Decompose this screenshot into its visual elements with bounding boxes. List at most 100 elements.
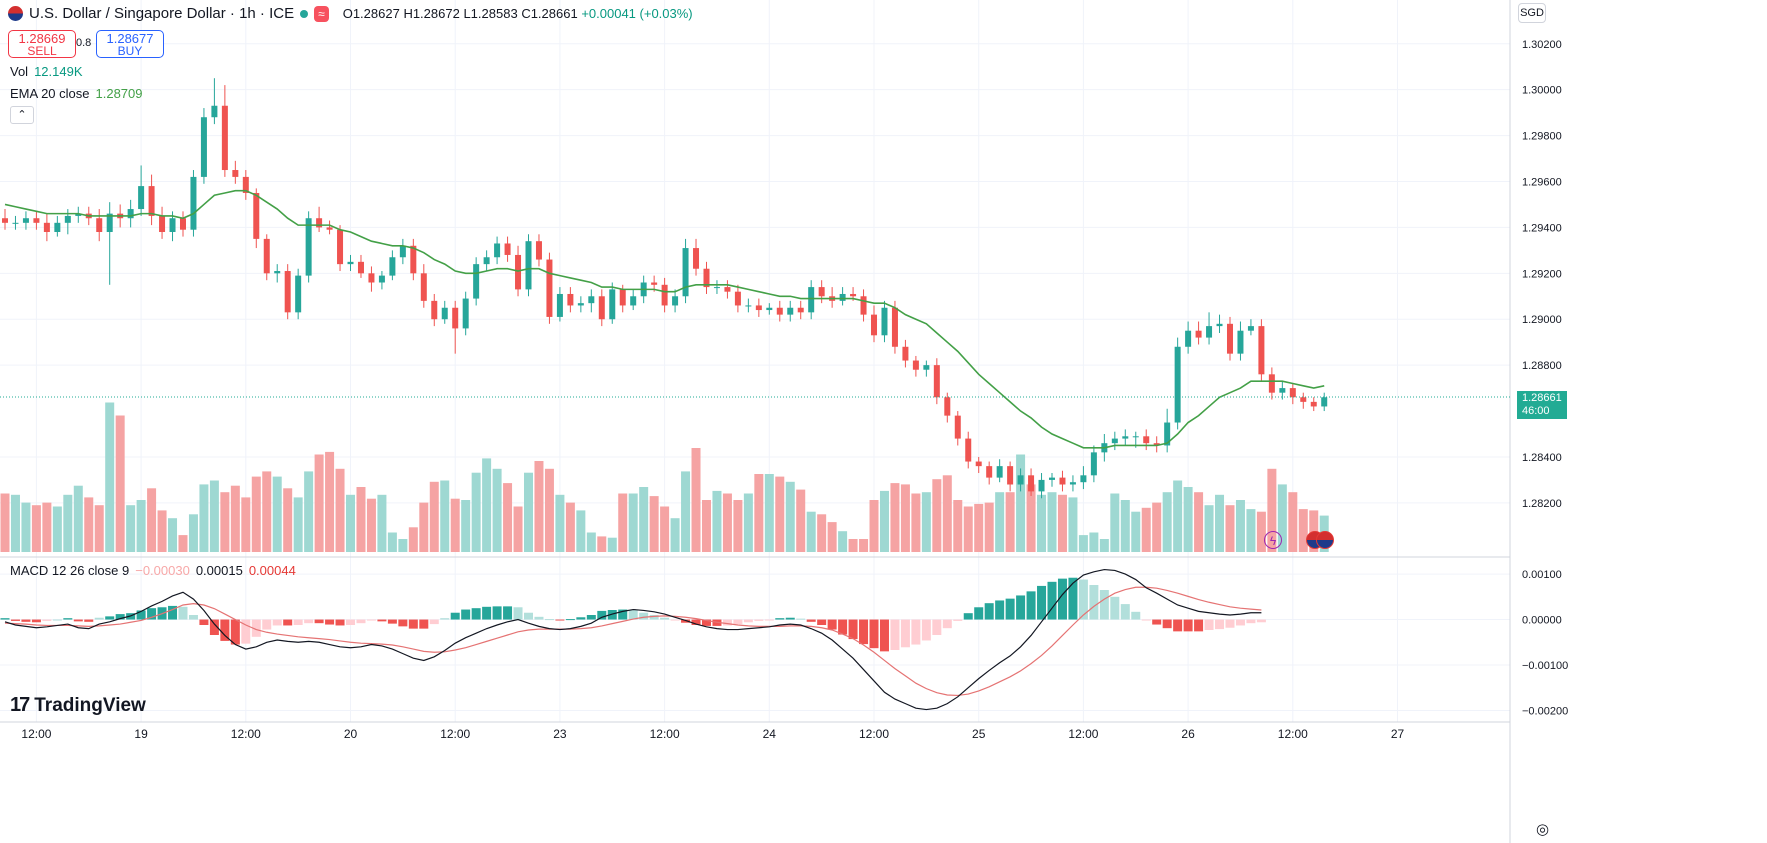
candle-body [494, 243, 501, 258]
volume-bar [1256, 511, 1266, 552]
symbol-title[interactable]: U.S. Dollar / Singapore Dollar · 1h · IC… [29, 5, 295, 22]
volume-bar [639, 487, 649, 552]
candle-body [452, 307, 459, 329]
price-tick-label: 1.30200 [1522, 39, 1562, 51]
candle-body [525, 241, 532, 290]
macd-histogram-bar [775, 618, 785, 620]
ohlc-readout: O1.28627 H1.28672 L1.28583 C1.28661 +0.0… [343, 6, 693, 21]
volume-bar [1005, 492, 1015, 552]
time-tick-label: 12:00 [859, 727, 889, 741]
macd-histogram-bar [356, 619, 366, 624]
candle-body [1247, 326, 1254, 331]
macd-histogram-bar [743, 619, 753, 623]
volume-legend[interactable]: Vol 12.149K [10, 64, 83, 79]
candle-body [598, 296, 605, 320]
macd-histogram-bar [1152, 619, 1162, 625]
macd-histogram-bar [534, 616, 544, 620]
collapse-legend-button[interactable]: ⌃ [10, 106, 34, 124]
candle-body [661, 284, 668, 306]
candle-body [546, 259, 553, 317]
candle-body [567, 293, 574, 306]
candle-body [1132, 436, 1139, 438]
macd-histogram-bar [1068, 577, 1078, 620]
compare-icon[interactable]: ≈ [314, 5, 329, 22]
macd-histogram-bar [597, 610, 607, 620]
volume-bar [241, 497, 251, 552]
candle-body [441, 307, 448, 320]
macd-histogram-bar [1120, 604, 1130, 620]
candle-body [1153, 443, 1160, 446]
candle-body [263, 238, 270, 274]
volume-bar [1016, 454, 1026, 552]
sell-button[interactable]: 1.28669 SELL [8, 30, 76, 58]
volume-bar [1162, 492, 1172, 552]
volume-bar [1288, 492, 1298, 552]
volume-label: Vol [10, 64, 29, 79]
macd-histogram-bar [796, 618, 806, 620]
time-tick-label: 27 [1391, 727, 1405, 741]
candle-body [148, 186, 155, 216]
candle-body [1206, 326, 1213, 338]
currency-selector[interactable]: SGD [1518, 3, 1546, 23]
macd-histogram-bar [974, 607, 984, 620]
macd-histogram-bar [21, 619, 31, 622]
candle-body [1164, 422, 1171, 446]
candle-body [211, 105, 218, 118]
macd-histogram-bar [0, 618, 10, 620]
settings-icon[interactable]: ◎ [1536, 821, 1550, 838]
volume-bar [796, 489, 806, 552]
ema-label: EMA 20 close [10, 86, 90, 101]
volume-bar [524, 472, 533, 552]
candle-body [169, 218, 176, 232]
candle-body [1258, 326, 1265, 375]
macd-histogram-bar [900, 619, 910, 648]
candle-body [944, 397, 951, 416]
candle-body [1111, 438, 1118, 444]
candle-body [996, 466, 1003, 478]
time-tick-label: 25 [972, 727, 986, 741]
macd-histogram-bar [199, 619, 209, 625]
macd-histogram-bar [1183, 619, 1193, 632]
candle-body [337, 229, 344, 265]
macd-histogram-bar [461, 609, 471, 620]
volume-bar [230, 485, 240, 552]
macd-histogram-bar [701, 619, 711, 626]
macd-histogram-bar [932, 619, 942, 635]
candle-body [127, 209, 134, 219]
candle-body [630, 296, 637, 306]
volume-bar [953, 500, 963, 552]
volume-bar [450, 498, 460, 552]
lightning-event-icon[interactable]: ϟ [1264, 531, 1282, 549]
last-price-label: 1.28661 46:00 [1517, 391, 1567, 419]
time-tick-label: 12:00 [21, 727, 51, 741]
price-tick-label: 1.29000 [1522, 314, 1562, 326]
buy-button[interactable]: 1.28677 BUY [96, 30, 164, 58]
candle-body [776, 307, 783, 315]
ema-legend[interactable]: EMA 20 close 1.28709 [10, 86, 143, 101]
volume-bar [775, 476, 785, 552]
open-value: O1.28627 [342, 6, 400, 21]
time-tick-label: 12:00 [650, 727, 680, 741]
usd-flag-icon [8, 6, 23, 21]
macd-histogram-bar [84, 619, 94, 622]
candle-body [43, 222, 50, 232]
us-flag-event-icon-2[interactable] [1316, 531, 1334, 549]
macd-histogram-bar [733, 619, 743, 625]
buy-label: BUY [117, 44, 143, 58]
macd-histogram-bar [314, 619, 324, 624]
volume-bar [859, 539, 869, 552]
candle-body [724, 287, 731, 292]
volume-bar [911, 493, 921, 552]
macd-histogram-bar [911, 619, 921, 645]
macd-histogram-bar [670, 619, 680, 621]
price-tick-label: 1.29200 [1522, 268, 1562, 280]
macd-histogram-bar [94, 617, 104, 620]
macd-histogram-bar [178, 606, 188, 620]
macd-tick-label: 0.00100 [1522, 569, 1562, 581]
macd-histogram-bar [1026, 591, 1036, 620]
volume-bar [712, 490, 722, 552]
volume-bar [377, 494, 387, 552]
macd-legend[interactable]: MACD 12 26 close 9 −0.00030 0.00015 0.00044 [10, 563, 296, 578]
volume-bar [335, 468, 345, 552]
